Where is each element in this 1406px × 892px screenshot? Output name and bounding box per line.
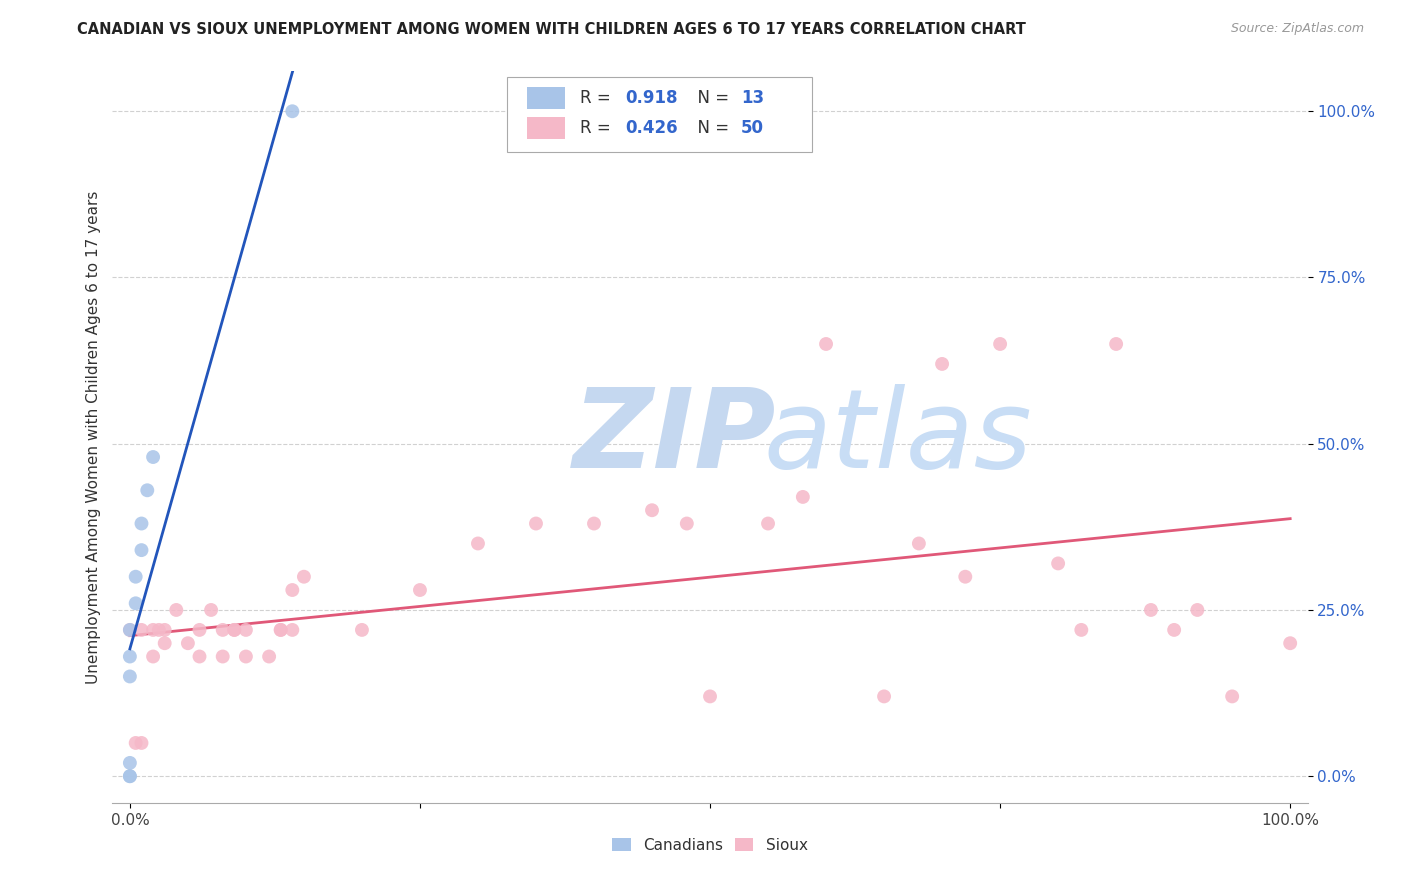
Point [756, 516, 779, 531]
Point [1220, 690, 1243, 704]
Point [1105, 337, 1128, 351]
Text: CANADIAN VS SIOUX UNEMPLOYMENT AMONG WOMEN WITH CHILDREN AGES 6 TO 17 YEARS CORR: CANADIAN VS SIOUX UNEMPLOYMENT AMONG WOM… [77, 22, 1026, 37]
Point [165, 603, 187, 617]
Text: 50: 50 [741, 120, 763, 137]
Point [1163, 623, 1185, 637]
Point [136, 483, 159, 498]
Text: 0.918: 0.918 [626, 89, 678, 107]
Bar [527, 118, 565, 139]
Text: 0.426: 0.426 [626, 120, 678, 137]
Text: 13: 13 [741, 89, 765, 107]
Point [815, 337, 838, 351]
Point [524, 516, 547, 531]
Text: N =: N = [688, 120, 735, 137]
Point [409, 582, 432, 597]
Point [955, 570, 977, 584]
Point [281, 582, 304, 597]
Point [131, 543, 153, 558]
Point [153, 636, 176, 650]
Point [125, 570, 148, 584]
Y-axis label: Unemployment Among Women with Children Ages 6 to 17 years: Unemployment Among Women with Children A… [86, 190, 101, 684]
Point [188, 649, 211, 664]
Point [235, 623, 257, 637]
Point [142, 649, 165, 664]
Point [988, 337, 1011, 351]
Point [118, 756, 141, 770]
Point [125, 736, 148, 750]
Text: N =: N = [688, 89, 735, 107]
Point [153, 623, 176, 637]
Point [118, 769, 141, 783]
Text: R =: R = [579, 89, 616, 107]
Point [1070, 623, 1092, 637]
Point [257, 649, 280, 664]
Point [350, 623, 373, 637]
Point [1047, 557, 1070, 571]
Point [1140, 603, 1163, 617]
Point [699, 690, 721, 704]
Point [792, 490, 814, 504]
Point [270, 623, 292, 637]
Point [118, 623, 141, 637]
Text: Source: ZipAtlas.com: Source: ZipAtlas.com [1230, 22, 1364, 36]
Point [118, 649, 141, 664]
Point [118, 669, 141, 683]
Point [292, 570, 315, 584]
Point [211, 649, 233, 664]
Point [118, 623, 141, 637]
Text: atlas: atlas [763, 384, 1032, 491]
Point [873, 690, 896, 704]
Text: R =: R = [579, 120, 616, 137]
Point [211, 623, 233, 637]
Point [125, 596, 148, 610]
Point [118, 769, 141, 783]
Point [281, 623, 304, 637]
Point [142, 450, 165, 464]
Point [200, 603, 222, 617]
Point [675, 516, 697, 531]
Text: ZIP: ZIP [572, 384, 776, 491]
Point [908, 536, 931, 550]
Point [1279, 636, 1302, 650]
Point [142, 623, 165, 637]
Point [131, 516, 153, 531]
Point [148, 623, 170, 637]
Point [467, 536, 489, 550]
Point [224, 623, 246, 637]
Legend: Canadians, Sioux: Canadians, Sioux [607, 833, 813, 857]
Point [131, 623, 153, 637]
Point [582, 516, 605, 531]
Point [641, 503, 664, 517]
Point [281, 104, 304, 119]
Point [931, 357, 953, 371]
Bar [527, 87, 565, 110]
Point [177, 636, 200, 650]
Point [270, 623, 292, 637]
Point [1187, 603, 1209, 617]
Point [235, 649, 257, 664]
Point [131, 736, 153, 750]
FancyBboxPatch shape [508, 78, 811, 152]
Point [188, 623, 211, 637]
Point [224, 623, 246, 637]
